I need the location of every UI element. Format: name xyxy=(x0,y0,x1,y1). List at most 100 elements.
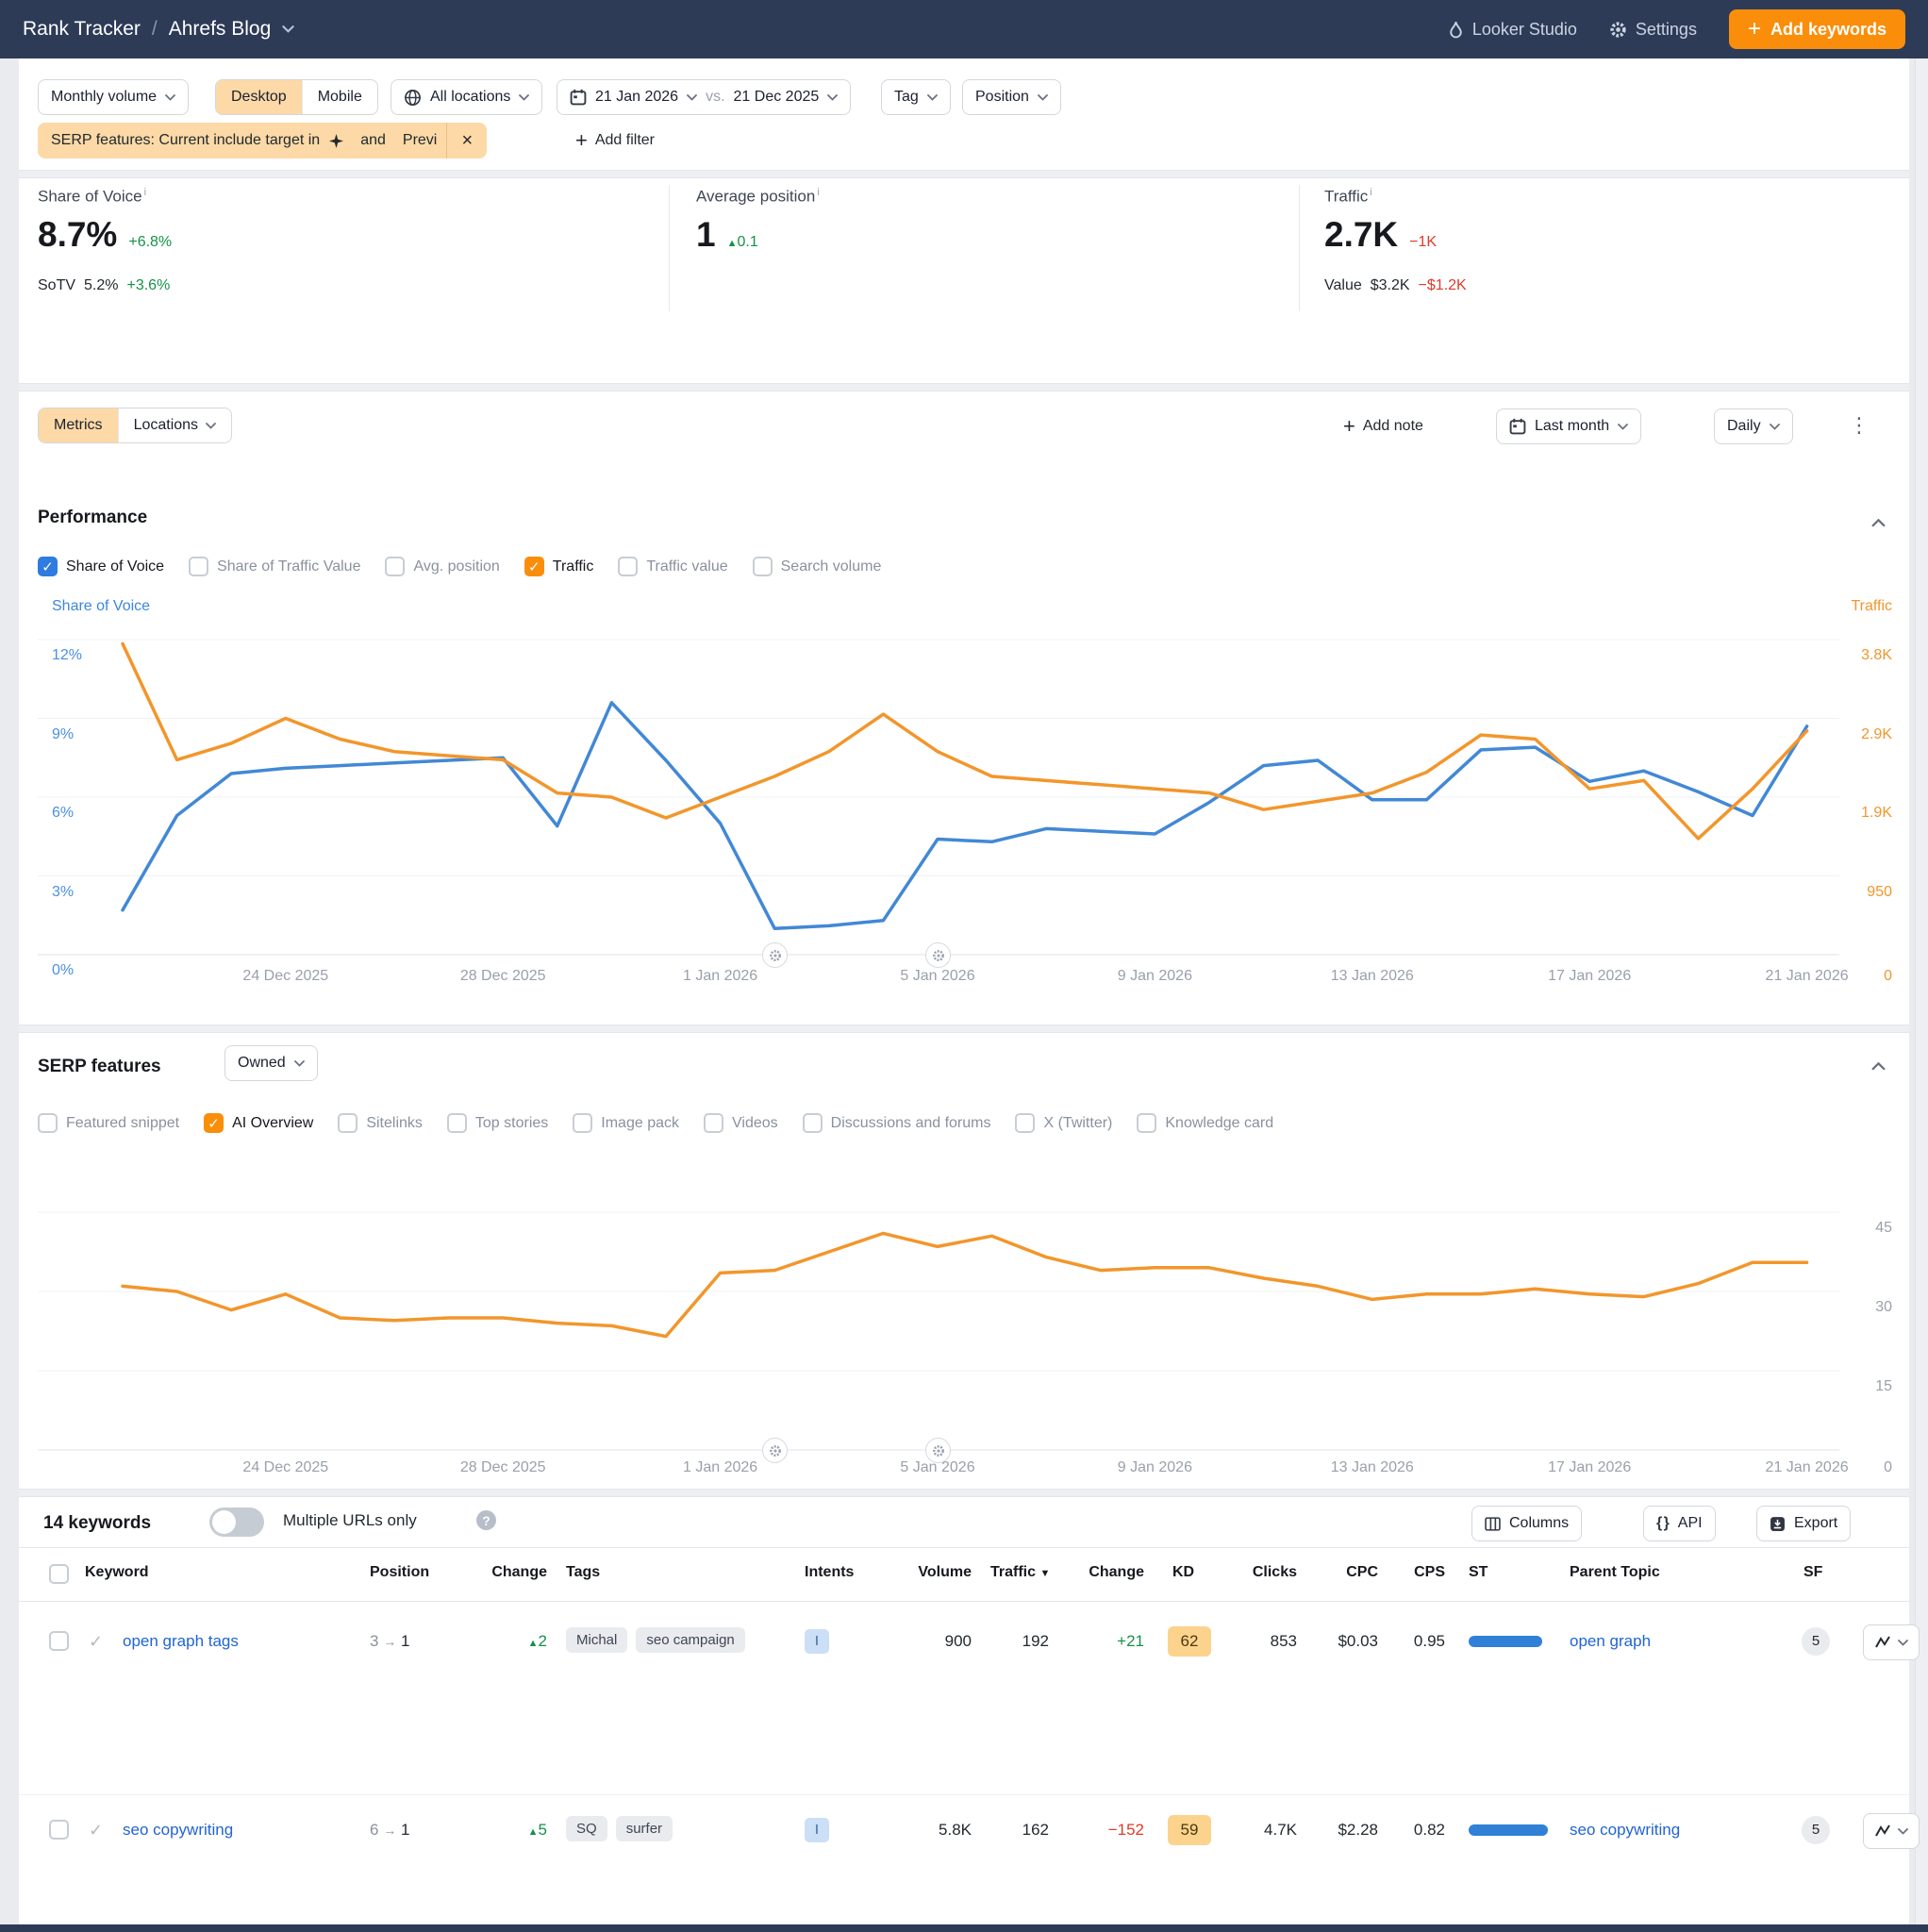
unchecked-checkbox-icon[interactable] xyxy=(338,1113,358,1133)
date-previous[interactable]: 21 Dec 2025 xyxy=(733,89,820,105)
serp-feature-featured-snippet[interactable]: Featured snippet xyxy=(38,1113,179,1133)
column-header-intents[interactable]: Intents xyxy=(805,1564,855,1580)
serp-features-chart[interactable] xyxy=(38,1170,1849,1462)
chart-note-gear-icon[interactable] xyxy=(925,942,951,968)
chart-note-gear-icon[interactable] xyxy=(762,942,789,968)
add-note-button[interactable]: + Add note xyxy=(1343,408,1423,444)
unchecked-checkbox-icon[interactable] xyxy=(618,557,639,576)
looker-studio-button[interactable]: Looker Studio xyxy=(1448,20,1577,40)
serp-feature-x-twitter-[interactable]: X (Twitter) xyxy=(1015,1113,1112,1133)
performance-metric-search-volume[interactable]: Search volume xyxy=(752,557,881,576)
help-icon[interactable]: ? xyxy=(476,1510,496,1530)
date-range-dropdown[interactable]: Last month xyxy=(1496,408,1642,444)
tab-locations[interactable]: Locations xyxy=(119,408,231,442)
checked-checkbox-icon[interactable]: ✓ xyxy=(38,557,58,576)
breadcrumb-project[interactable]: Ahrefs Blog xyxy=(168,18,272,40)
column-header-tags[interactable]: Tags xyxy=(566,1564,601,1580)
device-mobile-tab[interactable]: Mobile xyxy=(303,80,377,114)
column-header-change[interactable]: Change xyxy=(491,1564,547,1580)
chart-note-gear-icon[interactable] xyxy=(925,1438,951,1463)
column-header-st[interactable]: ST xyxy=(1469,1564,1488,1580)
unchecked-checkbox-icon[interactable] xyxy=(752,557,773,576)
tag-pill[interactable]: surfer xyxy=(615,1816,673,1841)
unchecked-checkbox-icon[interactable] xyxy=(38,1113,58,1133)
column-header-position[interactable]: Position xyxy=(370,1564,430,1580)
performance-metric-avg-position[interactable]: Avg. position xyxy=(385,557,500,576)
row-checkbox[interactable] xyxy=(49,1820,69,1840)
parent-topic-link[interactable]: seo copywriting xyxy=(1570,1821,1681,1839)
performance-metric-traffic[interactable]: ✓ Traffic xyxy=(524,557,593,576)
keyword-link[interactable]: open graph tags xyxy=(123,1632,239,1650)
serp-features-filter-chip[interactable]: SERP features: Current include target in… xyxy=(38,123,488,158)
unchecked-checkbox-icon[interactable] xyxy=(1137,1113,1157,1133)
select-all-checkbox[interactable] xyxy=(49,1564,69,1584)
checked-checkbox-icon[interactable]: ✓ xyxy=(204,1113,224,1133)
volume-mode-dropdown[interactable]: Monthly volume xyxy=(38,79,190,115)
performance-metric-share-of-traffic-value[interactable]: Share of Traffic Value xyxy=(189,557,360,576)
row-checkbox[interactable] xyxy=(49,1631,69,1651)
unchecked-checkbox-icon[interactable] xyxy=(802,1113,823,1133)
performance-metric-traffic-value[interactable]: Traffic value xyxy=(618,557,728,576)
device-desktop-tab[interactable]: Desktop xyxy=(216,80,303,114)
parent-topic-link[interactable]: open graph xyxy=(1570,1632,1652,1650)
column-header-traffic-sorted[interactable]: Traffic ▼ xyxy=(990,1564,1051,1580)
add-filter-button[interactable]: + Add filter xyxy=(575,123,655,158)
checked-checkbox-icon[interactable]: ✓ xyxy=(524,557,544,576)
tag-pill[interactable]: Michal xyxy=(566,1627,628,1653)
unchecked-checkbox-icon[interactable] xyxy=(446,1113,467,1133)
breadcrumb-root[interactable]: Rank Tracker xyxy=(23,18,141,40)
chevron-down-icon[interactable] xyxy=(827,93,839,101)
column-header-volume[interactable]: Volume xyxy=(918,1564,972,1580)
unchecked-checkbox-icon[interactable] xyxy=(1015,1113,1036,1133)
collapse-performance-icon[interactable] xyxy=(1871,515,1886,532)
column-header-clicks[interactable]: Clicks xyxy=(1252,1564,1297,1580)
settings-button[interactable]: Settings xyxy=(1609,20,1697,40)
api-button[interactable]: { } API xyxy=(1643,1506,1716,1541)
locations-dropdown[interactable]: All locations xyxy=(391,79,543,115)
collapse-serp-icon[interactable] xyxy=(1871,1058,1886,1075)
column-header-cps[interactable]: CPS xyxy=(1414,1564,1445,1580)
position-filter-dropdown[interactable]: Position xyxy=(962,79,1061,115)
project-chevron-down-icon[interactable] xyxy=(282,25,294,33)
column-header-kd[interactable]: KD xyxy=(1172,1564,1195,1580)
unchecked-checkbox-icon[interactable] xyxy=(704,1113,723,1133)
serp-feature-discussions-and-forums[interactable]: Discussions and forums xyxy=(802,1113,990,1133)
granularity-dropdown[interactable]: Daily xyxy=(1714,408,1793,444)
serp-feature-image-pack[interactable]: Image pack xyxy=(573,1113,679,1133)
owned-dropdown[interactable]: Owned xyxy=(224,1045,318,1081)
column-header-traffic-change[interactable]: Change xyxy=(1089,1564,1144,1580)
keyword-link[interactable]: seo copywriting xyxy=(123,1821,234,1839)
serp-feature-videos[interactable]: Videos xyxy=(704,1113,778,1133)
column-header-parent-topic[interactable]: Parent Topic xyxy=(1570,1564,1660,1580)
tag-pill[interactable]: seo campaign xyxy=(636,1627,745,1653)
unchecked-checkbox-icon[interactable] xyxy=(189,557,209,576)
columns-button[interactable]: Columns xyxy=(1471,1506,1583,1541)
unchecked-checkbox-icon[interactable] xyxy=(385,557,406,576)
chart-note-gear-icon[interactable] xyxy=(762,1438,789,1463)
position-history-chart-button[interactable] xyxy=(1863,1813,1920,1849)
performance-metric-share-of-voice[interactable]: ✓ Share of Voice xyxy=(38,557,164,576)
line-chart-icon xyxy=(1874,1636,1890,1648)
serp-feature-knowledge-card[interactable]: Knowledge card xyxy=(1137,1113,1273,1133)
serp-feature-sitelinks[interactable]: Sitelinks xyxy=(338,1113,423,1133)
more-options-button[interactable]: ⋮ xyxy=(1849,413,1870,437)
position-history-chart-button[interactable] xyxy=(1863,1624,1920,1660)
column-header-keyword[interactable]: Keyword xyxy=(85,1564,149,1580)
top-nav: Rank Tracker / Ahrefs Blog Looker Studio… xyxy=(0,0,1928,58)
remove-filter-icon[interactable]: × xyxy=(446,123,487,158)
page-scrollbar[interactable] xyxy=(1915,58,1928,1924)
chevron-down-icon[interactable] xyxy=(687,93,697,101)
add-keywords-button[interactable]: + Add keywords xyxy=(1728,9,1905,49)
multiple-urls-toggle[interactable] xyxy=(209,1507,264,1537)
export-button[interactable]: Export xyxy=(1756,1506,1852,1541)
tab-metrics[interactable]: Metrics xyxy=(39,408,119,442)
tag-pill[interactable]: SQ xyxy=(566,1816,607,1841)
performance-chart[interactable] xyxy=(38,627,1849,967)
serp-feature-ai-overview[interactable]: ✓ AI Overview xyxy=(204,1113,313,1133)
serp-feature-top-stories[interactable]: Top stories xyxy=(446,1113,548,1133)
unchecked-checkbox-icon[interactable] xyxy=(573,1113,593,1133)
column-header-sf[interactable]: SF xyxy=(1803,1564,1823,1580)
date-current[interactable]: 21 Jan 2026 xyxy=(595,89,679,105)
column-header-cpc[interactable]: CPC xyxy=(1346,1564,1378,1580)
tag-filter-dropdown[interactable]: Tag xyxy=(881,79,951,115)
